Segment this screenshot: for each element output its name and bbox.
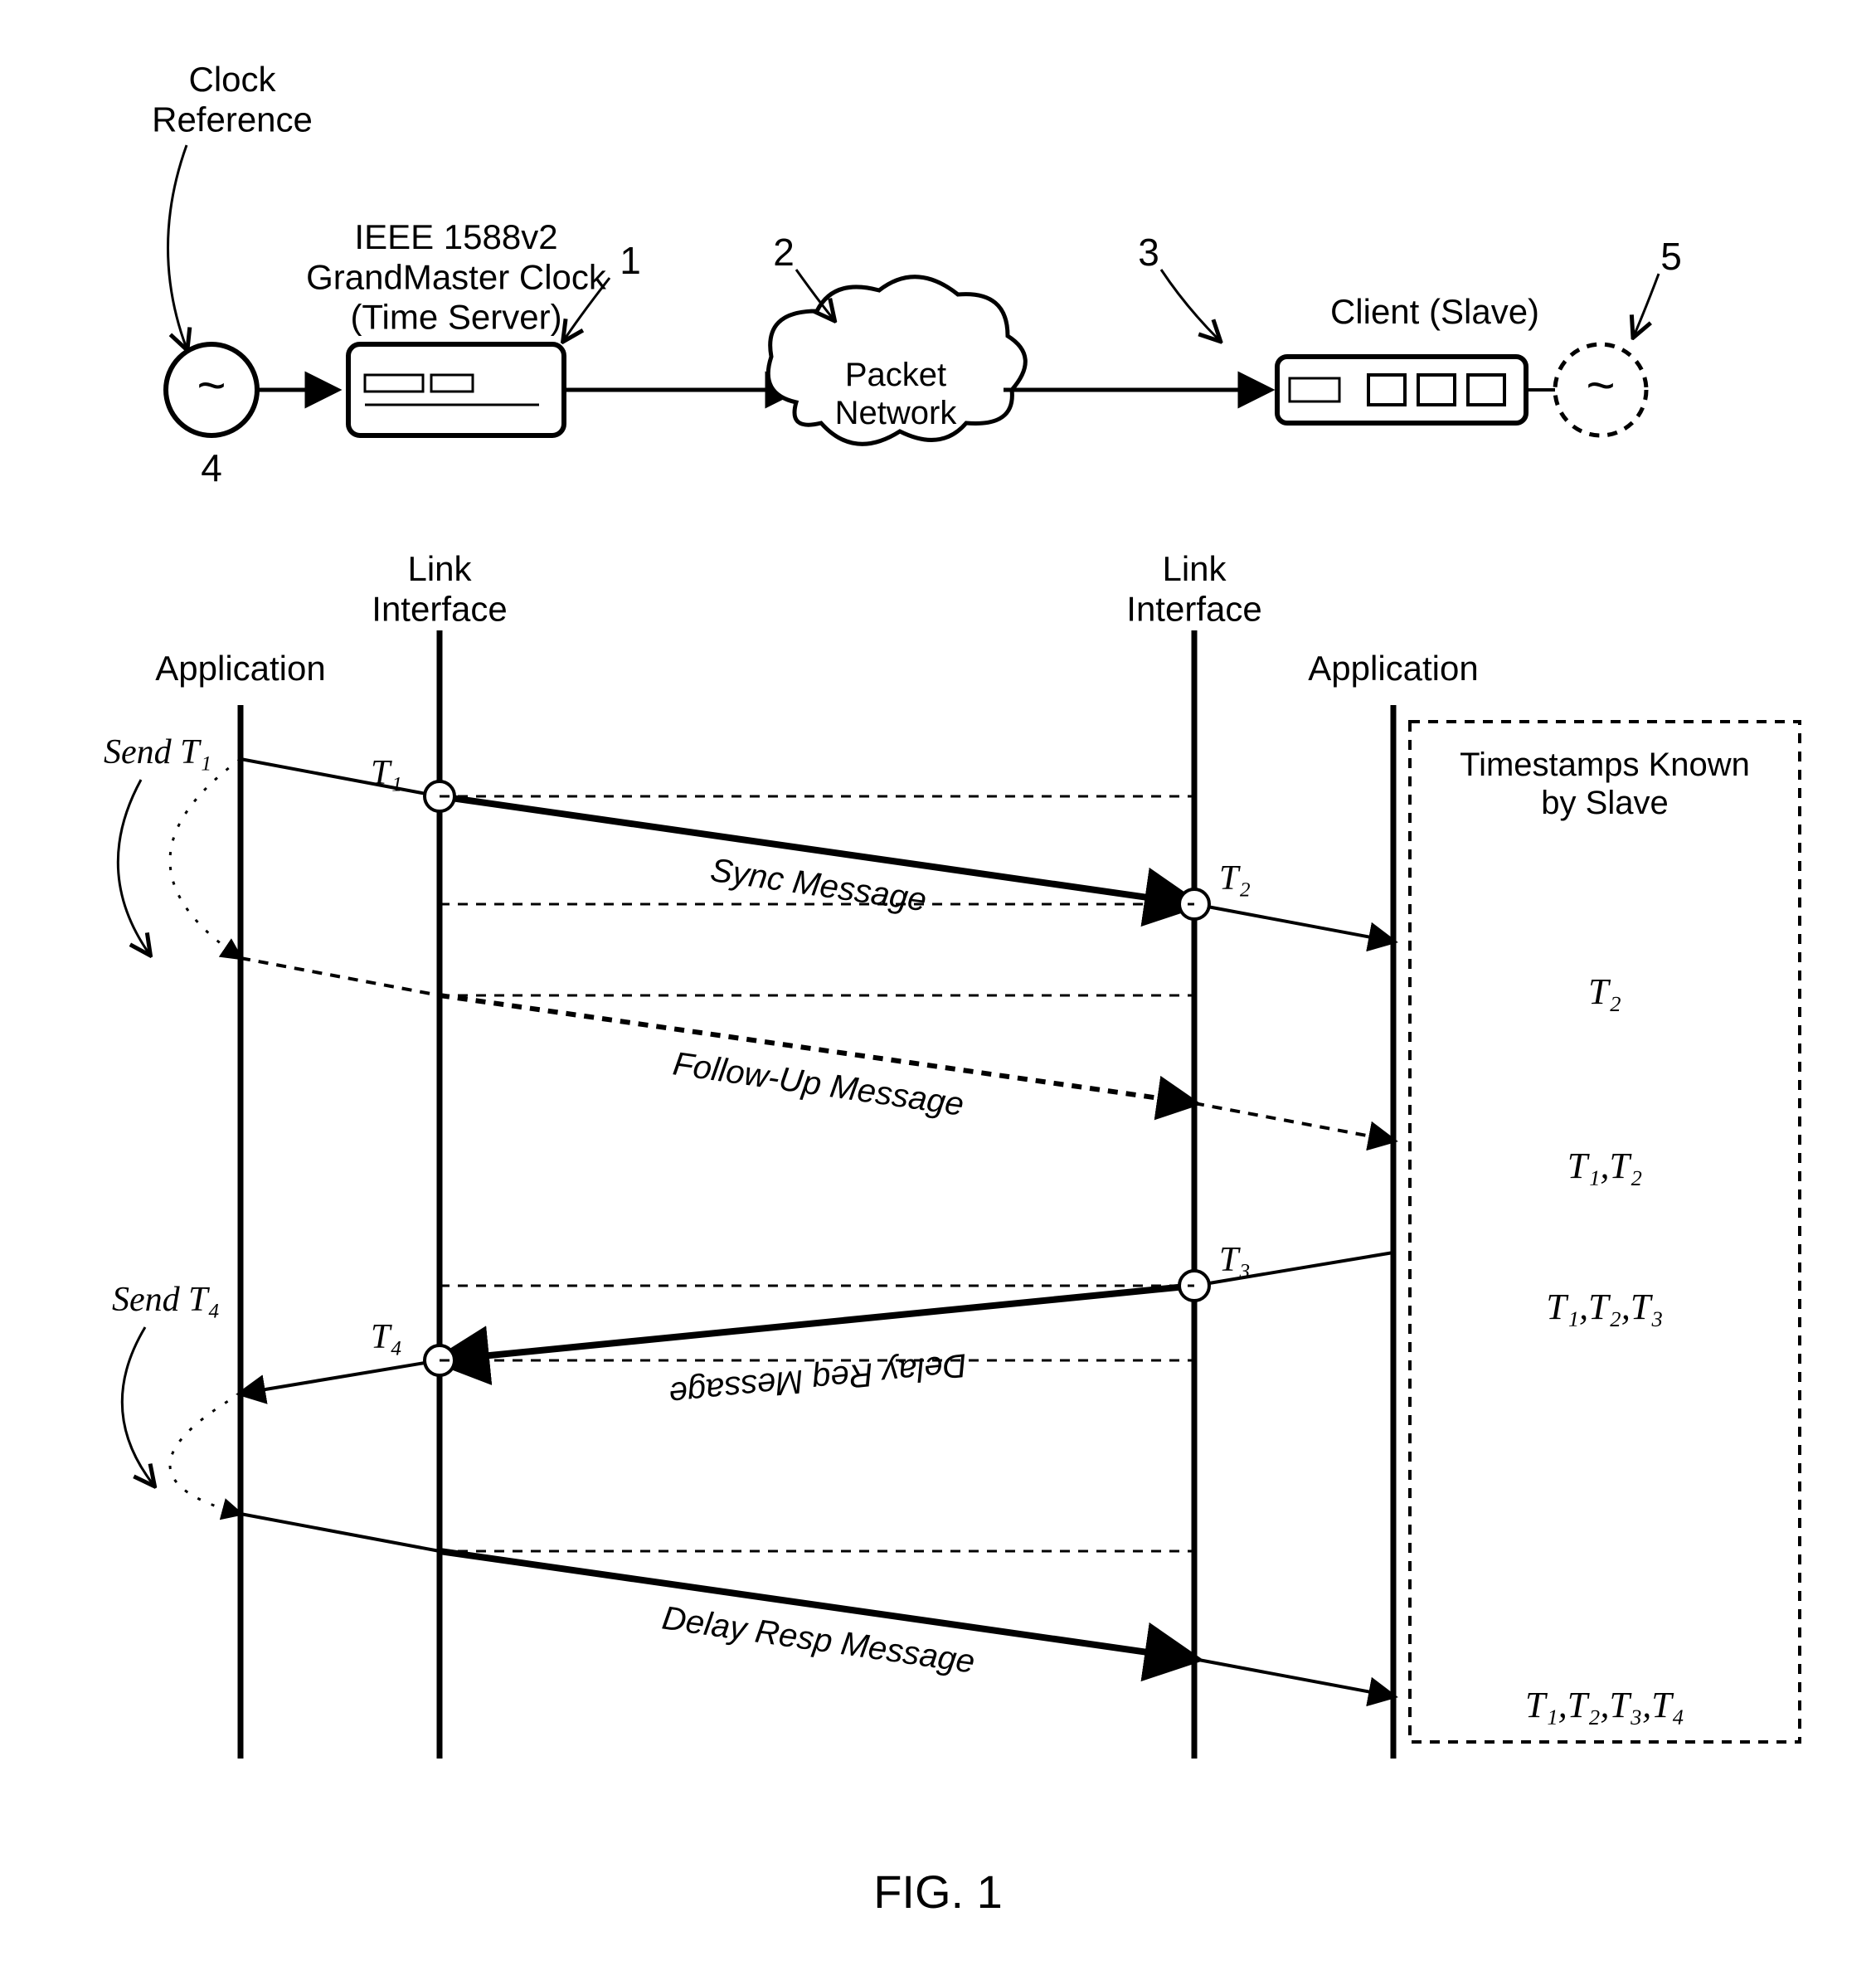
server-label: (Time Server) xyxy=(350,298,561,337)
server-label: GrandMaster Clock xyxy=(306,257,607,296)
known-r2: T₁,T₂ xyxy=(1567,1146,1643,1186)
t4-label: T₄ xyxy=(371,1318,402,1356)
figure-canvas: ClockReference ~4 IEEE 1588v2GrandMaster C… xyxy=(0,0,1876,1980)
label-5: 5 xyxy=(1660,235,1682,278)
client-icon xyxy=(1277,357,1526,423)
known-r3: T₁,T₂,T₃ xyxy=(1546,1287,1663,1327)
col-link-left: Link xyxy=(407,549,472,588)
delay-resp-label: Delay Resp Message xyxy=(660,1599,978,1680)
timestamps-known-box xyxy=(1410,722,1800,1742)
label-1: 1 xyxy=(620,239,641,282)
sync-app-to-link xyxy=(241,759,440,796)
line xyxy=(1194,1659,1393,1696)
known-r1: T₂ xyxy=(1588,971,1621,1012)
col-link-left: Interface xyxy=(372,589,507,628)
label-2: 2 xyxy=(773,231,795,274)
delay-req-arrow xyxy=(440,1286,1194,1360)
client-label: Client (Slave) xyxy=(1330,292,1539,331)
sync-link-to-app xyxy=(1194,904,1393,941)
line xyxy=(1194,1103,1393,1141)
clock-reference-label: Reference xyxy=(152,100,313,139)
label-3: 3 xyxy=(1138,231,1159,274)
send-t4-label: Send T₄ xyxy=(112,1281,220,1319)
col-link-right: Link xyxy=(1162,549,1227,588)
known-r4: T₁,T₂,T₃,T₄ xyxy=(1525,1685,1684,1725)
t1-label: T₁ xyxy=(371,754,402,792)
timestamps-known-title: by Slave xyxy=(1541,785,1668,821)
timestamps-known-title: Timestamps Known xyxy=(1460,747,1750,783)
send-t4-loop xyxy=(170,1394,241,1514)
send-t4-leader xyxy=(122,1327,153,1485)
clock-ref-tilde: ~ xyxy=(197,358,226,413)
figure-caption: FIG. 1 xyxy=(873,1866,1003,1918)
server-icon xyxy=(348,344,564,435)
col-app-left: Application xyxy=(155,649,325,688)
line xyxy=(241,1360,440,1394)
send-t1-label: Send T₁ xyxy=(104,733,211,771)
col-app-right: Application xyxy=(1308,649,1478,688)
leader-5 xyxy=(1634,274,1659,336)
clock-reference-label: Clock xyxy=(188,60,276,99)
line xyxy=(241,1514,440,1551)
send-t1-leader xyxy=(118,780,149,954)
leader-clock-ref xyxy=(168,145,187,348)
t3-label: T₃ xyxy=(1219,1241,1251,1279)
col-link-right: Interface xyxy=(1126,589,1261,628)
network-label: Packet xyxy=(845,357,946,393)
server-label: IEEE 1588v2 xyxy=(354,217,557,256)
follow-up-label: Follow-Up Message xyxy=(671,1045,966,1123)
send-t1-loop xyxy=(170,759,241,958)
t2-label: T₂ xyxy=(1219,859,1251,898)
slave-clock-tilde: ~ xyxy=(1586,358,1615,413)
label-4: 4 xyxy=(201,446,222,489)
delay-req-label: Delay Req Message xyxy=(668,1346,969,1412)
network-label: Network xyxy=(835,395,958,431)
leader-3 xyxy=(1161,270,1219,340)
line xyxy=(241,958,440,995)
